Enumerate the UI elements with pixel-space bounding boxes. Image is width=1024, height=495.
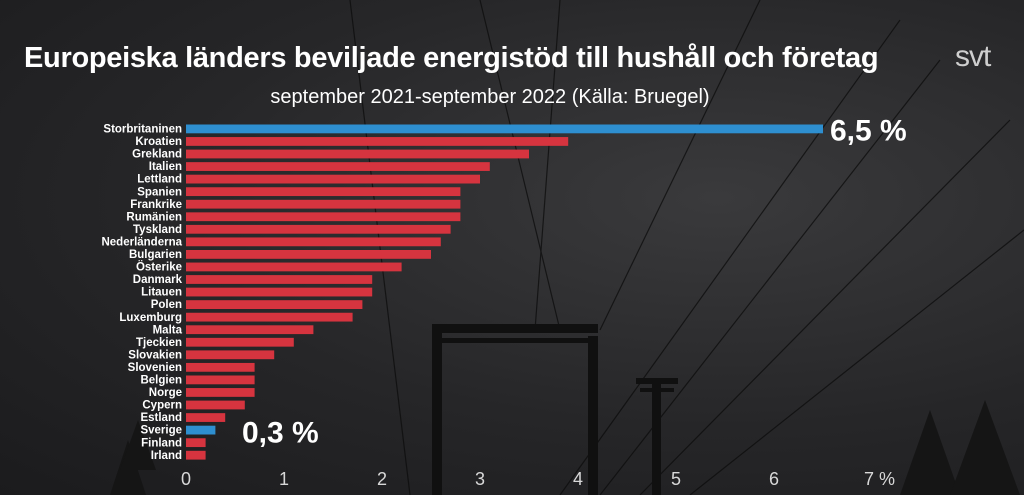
bar xyxy=(186,212,461,222)
category-label: Irland xyxy=(151,450,182,462)
category-label: Grekland xyxy=(132,149,182,161)
svt-logo: svt xyxy=(955,40,991,73)
bar xyxy=(186,375,255,385)
bar xyxy=(186,187,461,197)
bar xyxy=(186,450,206,460)
x-tick-label: 1 xyxy=(279,469,289,489)
bar xyxy=(186,149,529,159)
x-tick-label: 6 xyxy=(769,469,779,489)
category-label: Estland xyxy=(140,412,182,424)
category-label: Storbritaninen xyxy=(103,124,182,136)
bar xyxy=(186,137,569,146)
bar xyxy=(186,362,255,372)
bar xyxy=(186,325,314,335)
bar xyxy=(186,300,363,309)
category-label: Litauen xyxy=(141,287,182,299)
x-tick-label: 0 xyxy=(181,469,191,489)
category-label: Cypern xyxy=(142,400,182,412)
category-label: Frankrike xyxy=(130,199,182,211)
value-callout: 0,3 % xyxy=(242,417,319,450)
category-label: Finland xyxy=(141,437,182,449)
bar xyxy=(186,425,216,435)
chart-title: Europeiska länders beviljade energistöd … xyxy=(24,42,879,74)
bar xyxy=(186,199,461,209)
category-label: Spanien xyxy=(137,186,182,198)
bar xyxy=(186,250,431,259)
category-label: Malta xyxy=(153,324,183,336)
bar xyxy=(186,337,294,347)
x-tick-label: 7 % xyxy=(864,469,895,489)
x-tick-label: 3 xyxy=(475,469,485,489)
bar xyxy=(186,312,353,322)
bar xyxy=(186,388,255,397)
category-label: Sverige xyxy=(140,425,182,437)
category-label: Luxemburg xyxy=(119,312,182,324)
x-tick-label: 5 xyxy=(671,469,681,489)
bar xyxy=(186,174,480,184)
category-label: Polen xyxy=(151,299,182,311)
bar xyxy=(186,224,451,234)
chart-subtitle: september 2021-september 2022 (Källa: Br… xyxy=(270,86,710,108)
x-tick-label: 2 xyxy=(377,469,387,489)
category-label: Österike xyxy=(136,261,182,274)
category-label: Belgien xyxy=(140,375,182,387)
category-label: Kroatien xyxy=(135,136,182,148)
bar xyxy=(186,438,206,448)
category-label: Danmark xyxy=(133,274,183,286)
category-label: Tjeckien xyxy=(136,337,182,349)
bar xyxy=(186,275,373,284)
x-tick-label: 4 xyxy=(573,469,583,489)
value-callout: 6,5 % xyxy=(830,115,907,148)
bar xyxy=(186,262,402,272)
bar xyxy=(186,287,373,297)
category-label: Nederländerna xyxy=(101,236,182,248)
category-label: Norge xyxy=(149,387,182,399)
bar xyxy=(186,400,245,410)
category-label: Tyskland xyxy=(133,224,182,236)
category-label: Rumänien xyxy=(126,211,182,223)
bar xyxy=(186,237,441,247)
bar xyxy=(186,162,490,171)
category-label: Italien xyxy=(149,161,182,173)
bar xyxy=(186,413,226,422)
bar xyxy=(186,350,275,360)
bar xyxy=(186,124,823,134)
category-label: Bulgarien xyxy=(129,249,182,261)
category-label: Lettland xyxy=(137,174,182,186)
category-label: Slovenien xyxy=(128,362,182,374)
category-label: Slovakien xyxy=(128,349,182,361)
